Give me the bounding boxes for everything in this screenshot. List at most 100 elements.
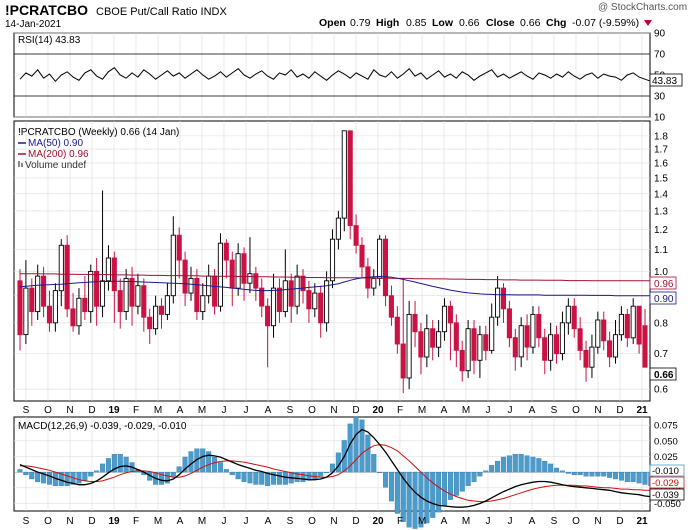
macd-hist-bar <box>571 471 577 476</box>
macd-hist-bar <box>436 471 442 513</box>
candle-body <box>394 316 400 345</box>
x-tick-label: 21 <box>636 405 648 416</box>
candle <box>518 317 524 368</box>
x-tick-label: O <box>308 405 316 416</box>
candle <box>200 283 206 320</box>
candle-body <box>471 328 477 361</box>
macd-hist-bar <box>618 471 624 481</box>
macd-hist-bar <box>271 471 277 485</box>
candle <box>553 325 560 364</box>
x-tick-label: D <box>616 516 623 527</box>
x-tick-label: J <box>244 516 249 527</box>
candle <box>158 298 165 329</box>
candle-body <box>377 238 383 279</box>
x-tick-label: N <box>330 405 337 416</box>
candle-body <box>412 313 418 333</box>
macd-hist-bar <box>377 471 383 474</box>
price-tick-label: 1.2 <box>654 225 668 236</box>
candle-body <box>642 325 648 368</box>
candle-body <box>129 277 135 307</box>
candle-body <box>536 313 542 339</box>
candle <box>500 283 507 323</box>
candle <box>241 247 247 301</box>
candle <box>559 311 565 361</box>
x-tick-label: A <box>265 516 272 527</box>
macd-hist-bar <box>512 454 518 473</box>
macd-hist-bar <box>359 419 365 473</box>
candle <box>418 322 424 375</box>
rsi-tick-label: 10 <box>654 113 666 124</box>
candle-body <box>583 349 589 368</box>
candle <box>542 328 548 375</box>
candle-body <box>436 331 442 348</box>
candle <box>129 266 135 326</box>
macd-hist-bar <box>294 471 300 482</box>
rsi-value-box <box>649 73 683 87</box>
candle-body <box>70 308 76 327</box>
ma200-end-box <box>649 276 677 290</box>
rsi-tick-label: 90 <box>654 29 666 40</box>
macd-hist-bar <box>176 466 182 473</box>
candle-body <box>607 340 613 358</box>
candle <box>82 276 88 320</box>
candle-body <box>312 292 318 310</box>
x-tick-label: J <box>222 405 227 416</box>
candle-body <box>388 295 394 318</box>
macd-hist-bar <box>29 471 35 480</box>
macd-hist-bar <box>442 471 448 506</box>
candle-body <box>418 331 424 358</box>
candle-body <box>182 259 188 294</box>
macd-hist-bar <box>630 471 636 482</box>
candle <box>624 308 630 348</box>
open-value: 0.79 <box>350 17 371 29</box>
macd-hist-bar <box>200 448 206 473</box>
x-tick-label: 19 <box>108 516 120 527</box>
macd-hist-bar <box>412 471 418 529</box>
candle-body <box>477 334 483 361</box>
candle-body <box>382 238 389 297</box>
candle-body <box>424 328 430 358</box>
macd-hist-bar <box>46 471 52 485</box>
x-tick-label: N <box>66 516 73 527</box>
candle <box>436 319 442 357</box>
macd-tick-label: 0.050 <box>654 436 678 447</box>
macd-hist-bar <box>524 455 530 473</box>
candle <box>489 303 495 354</box>
candle <box>76 288 82 335</box>
candle-body <box>212 275 218 307</box>
ma50-end-value: 0.90 <box>654 294 674 305</box>
x-tick-label: J <box>508 405 513 416</box>
macd-hist-bar <box>247 471 253 484</box>
ma50-label: MA(50) 0.90 <box>28 138 83 149</box>
macd-hist-bar <box>536 458 542 473</box>
x-tick-label: O <box>572 516 580 527</box>
candle-body <box>52 290 58 324</box>
candle-body <box>76 297 82 327</box>
price-tick-label: 1.6 <box>654 159 668 170</box>
signal-end-value: -0.029 <box>652 478 679 489</box>
candle <box>601 311 607 351</box>
candle <box>70 293 76 332</box>
x-tick-label: F <box>397 516 403 527</box>
candle-body <box>495 287 501 318</box>
candle-body <box>247 273 253 284</box>
candle <box>335 210 341 250</box>
candle <box>64 235 70 318</box>
x-tick-label: F <box>133 405 139 416</box>
hist-end-value: -0.010 <box>652 466 679 477</box>
candle <box>117 278 123 329</box>
macd-hist-bar <box>182 456 188 473</box>
high-label: High <box>376 17 399 29</box>
candle-body <box>335 217 341 240</box>
macd-hist-bar <box>212 456 218 473</box>
x-tick-label: M <box>154 516 162 527</box>
x-tick-label: S <box>287 516 294 527</box>
macd-hist-bar <box>394 471 400 514</box>
candle <box>506 300 512 348</box>
x-tick-label: O <box>308 516 316 527</box>
macd-hist-bar <box>35 471 41 482</box>
candle <box>164 283 170 320</box>
close-label: Close <box>486 17 515 29</box>
price-tick-label: 1.3 <box>654 206 668 217</box>
candle-body <box>612 334 619 358</box>
